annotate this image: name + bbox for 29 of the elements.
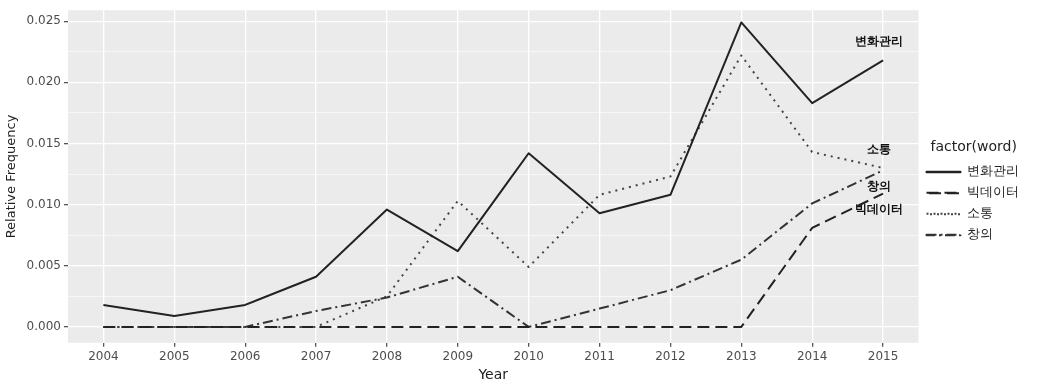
- legend-label: 소통: [967, 205, 993, 221]
- x-tick-label: 2011: [584, 349, 615, 364]
- legend-label: 창의: [967, 226, 993, 242]
- y-tick-label: 0.010: [26, 196, 61, 211]
- x-tick-label: 2007: [300, 349, 332, 364]
- y-tick-label: 0.015: [26, 135, 61, 150]
- x-tick-label: 2010: [513, 349, 544, 364]
- y-axis-title: Relative Frequency: [3, 114, 19, 239]
- x-tick-label: 2014: [796, 349, 828, 364]
- x-tick-label: 2004: [88, 349, 119, 364]
- legend-label: 변화관리: [967, 163, 1019, 179]
- annotation: 창의: [867, 178, 892, 193]
- x-tick-label: 2015: [867, 349, 899, 364]
- y-tick-label: 0.000: [26, 319, 61, 334]
- x-tick-label: 2006: [229, 349, 261, 364]
- x-axis-title: Year: [477, 366, 509, 383]
- legend-title: factor(word): [930, 138, 1017, 155]
- annotation: 소통: [867, 142, 892, 157]
- x-tick-label: 2013: [726, 349, 757, 364]
- annotation: 빅데이터: [855, 201, 904, 216]
- x-tick-label: 2009: [442, 349, 474, 364]
- y-tick-label: 0.020: [26, 74, 61, 89]
- y-tick-label: 0.005: [26, 257, 61, 272]
- x-tick-label: 2005: [159, 349, 190, 364]
- y-tick-label: 0.025: [26, 13, 61, 28]
- x-tick-label: 2008: [371, 349, 403, 364]
- legend-label: 빅데이터: [967, 184, 1019, 200]
- x-tick-label: 2012: [655, 349, 686, 364]
- annotation: 변화관리: [855, 34, 904, 49]
